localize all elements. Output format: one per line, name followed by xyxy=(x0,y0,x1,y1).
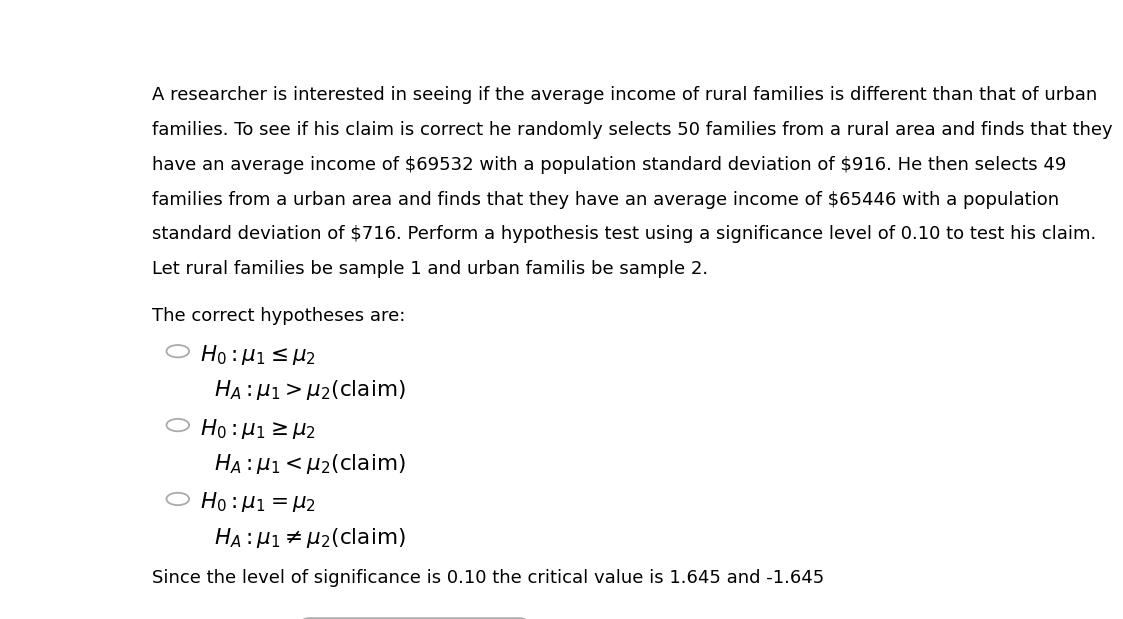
Text: $H_0:\mu_1 = \mu_2$: $H_0:\mu_1 = \mu_2$ xyxy=(200,490,316,514)
Text: A researcher is interested in seeing if the average income of rural families is : A researcher is interested in seeing if … xyxy=(152,86,1097,104)
Text: The correct hypotheses are:: The correct hypotheses are: xyxy=(152,307,405,325)
Text: $H_0:\mu_1 \leq \mu_2$: $H_0:\mu_1 \leq \mu_2$ xyxy=(200,343,316,366)
Text: families from a urban area and finds that they have an average income of \$65446: families from a urban area and finds tha… xyxy=(152,191,1059,209)
Text: $H_A:\mu_1 \neq \mu_2$(claim): $H_A:\mu_1 \neq \mu_2$(claim) xyxy=(214,526,405,550)
FancyBboxPatch shape xyxy=(301,618,528,619)
Text: $H_A:\mu_1 > \mu_2$(claim): $H_A:\mu_1 > \mu_2$(claim) xyxy=(214,378,405,402)
Text: standard deviation of \$716. Perform a hypothesis test using a significance leve: standard deviation of \$716. Perform a h… xyxy=(152,225,1096,243)
Text: families. To see if his claim is correct he randomly selects 50 families from a : families. To see if his claim is correct… xyxy=(152,121,1112,139)
Text: Since the level of significance is 0.10 the critical value is 1.645 and -1.645: Since the level of significance is 0.10 … xyxy=(152,569,824,587)
Text: $H_0:\mu_1 \geq \mu_2$: $H_0:\mu_1 \geq \mu_2$ xyxy=(200,417,316,441)
Text: have an average income of \$69532 with a population standard deviation of \$916.: have an average income of \$69532 with a… xyxy=(152,156,1066,174)
Text: Let rural families be sample 1 and urban familis be sample 2.: Let rural families be sample 1 and urban… xyxy=(152,260,707,278)
Text: $H_A:\mu_1 < \mu_2$(claim): $H_A:\mu_1 < \mu_2$(claim) xyxy=(214,452,405,476)
